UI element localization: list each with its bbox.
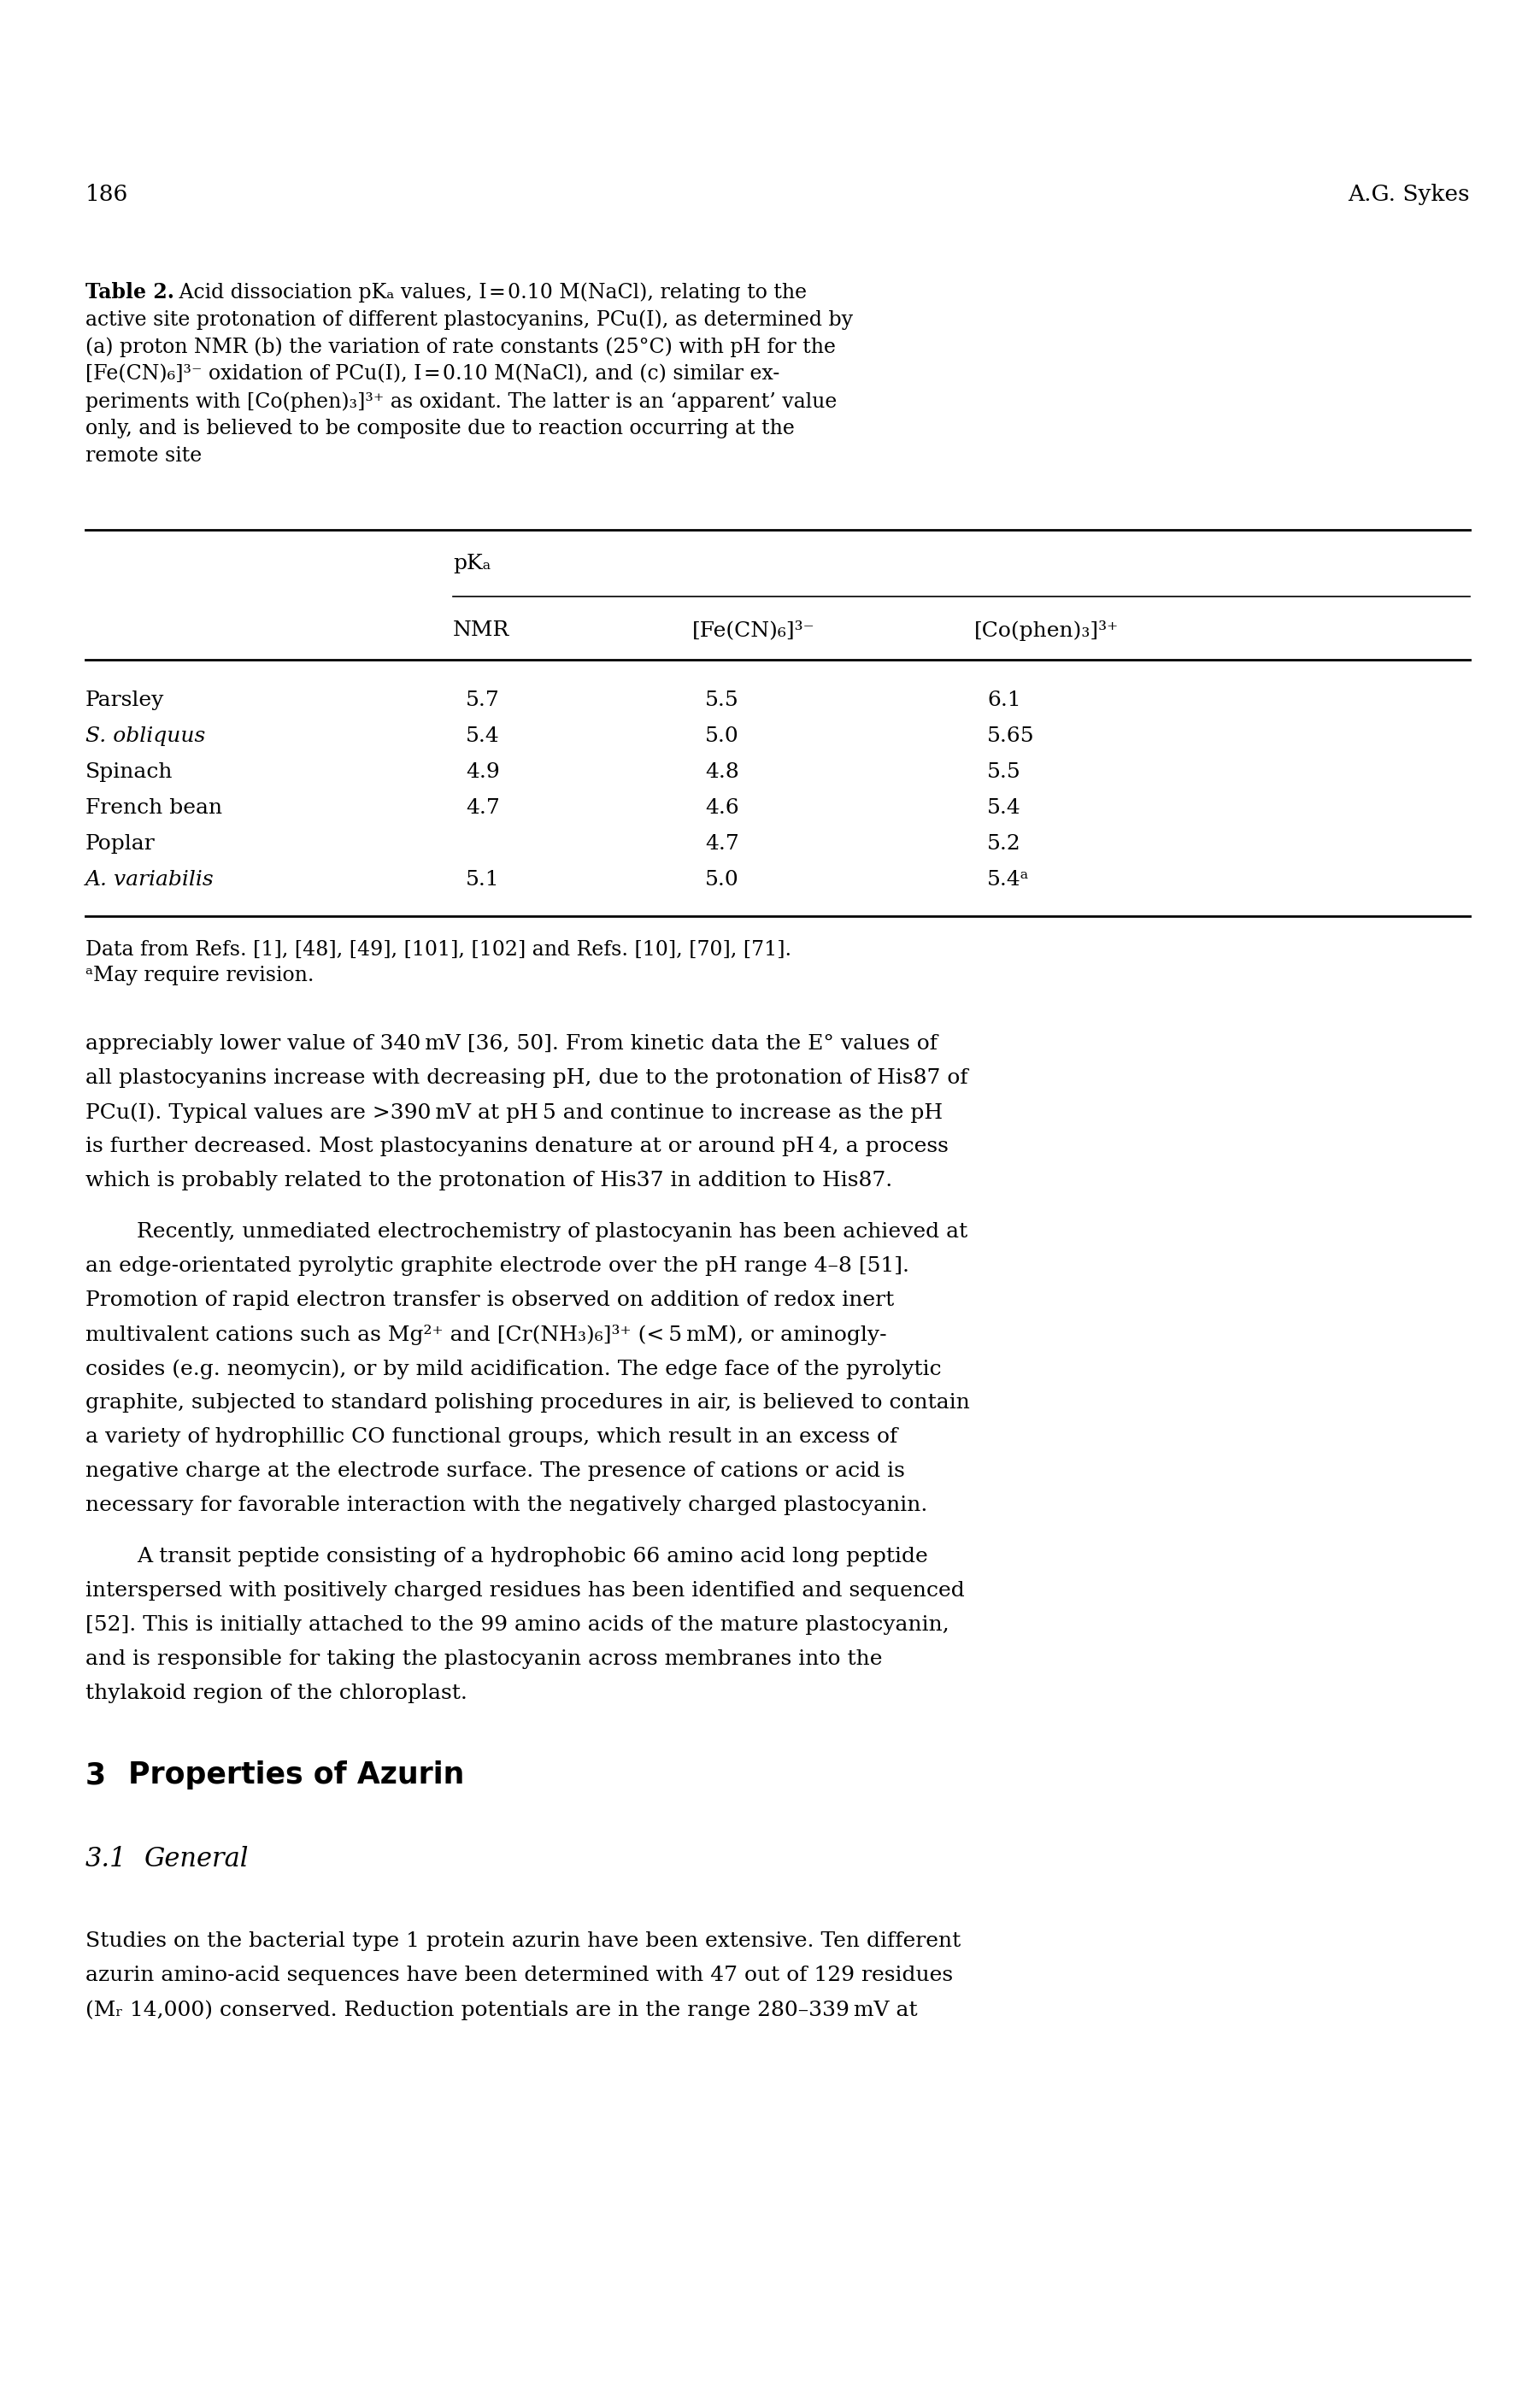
Text: General: General xyxy=(143,1847,248,1873)
Text: cosides (e.g. neomycin), or by mild acidification. The edge face of the pyrolyti: cosides (e.g. neomycin), or by mild acid… xyxy=(85,1358,941,1379)
Text: 6.1: 6.1 xyxy=(987,690,1021,711)
Text: an edge-orientated pyrolytic graphite electrode over the pH range 4–8 [51].: an edge-orientated pyrolytic graphite el… xyxy=(85,1257,909,1277)
Text: S. obliquus: S. obliquus xyxy=(85,725,205,747)
Text: remote site: remote site xyxy=(85,446,202,465)
Text: 5.65: 5.65 xyxy=(987,725,1035,747)
Text: PCu(I). Typical values are >390 mV at pH 5 and continue to increase as the pH: PCu(I). Typical values are >390 mV at pH… xyxy=(85,1102,942,1121)
Text: graphite, subjected to standard polishing procedures in air, is believed to cont: graphite, subjected to standard polishin… xyxy=(85,1393,970,1413)
Text: Poplar: Poplar xyxy=(85,835,156,854)
Text: periments with [Co(phen)₃]³⁺ as oxidant. The latter is an ‘apparent’ value: periments with [Co(phen)₃]³⁺ as oxidant.… xyxy=(85,391,836,410)
Text: and is responsible for taking the plastocyanin across membranes into the: and is responsible for taking the plasto… xyxy=(85,1649,882,1668)
Text: Spinach: Spinach xyxy=(85,761,172,783)
Text: pKₐ: pKₐ xyxy=(453,554,491,573)
Text: 5.5: 5.5 xyxy=(705,690,739,711)
Text: necessary for favorable interaction with the negatively charged plastocyanin.: necessary for favorable interaction with… xyxy=(85,1496,927,1515)
Text: negative charge at the electrode surface. The presence of cations or acid is: negative charge at the electrode surface… xyxy=(85,1460,906,1482)
Text: A. variabilis: A. variabilis xyxy=(85,871,214,890)
Text: 5.7: 5.7 xyxy=(465,690,500,711)
Text: 4.6: 4.6 xyxy=(705,799,739,818)
Text: A.G. Sykes: A.G. Sykes xyxy=(1348,184,1469,205)
Text: 5.1: 5.1 xyxy=(465,871,499,890)
Text: French bean: French bean xyxy=(85,799,222,818)
Text: [Fe(CN)₆]³⁻: [Fe(CN)₆]³⁻ xyxy=(693,620,815,639)
Text: 4.9: 4.9 xyxy=(465,761,500,783)
Text: only, and is believed to be composite due to reaction occurring at the: only, and is believed to be composite du… xyxy=(85,420,795,439)
Text: 5.0: 5.0 xyxy=(705,871,739,890)
Text: 3: 3 xyxy=(85,1761,106,1790)
Text: Parsley: Parsley xyxy=(85,690,165,711)
Text: all plastocyanins increase with decreasing pH, due to the protonation of His87 o: all plastocyanins increase with decreasi… xyxy=(85,1069,969,1088)
Text: 5.5: 5.5 xyxy=(987,761,1021,783)
Text: appreciably lower value of 340 mV [36, 50]. From kinetic data the E° values of: appreciably lower value of 340 mV [36, 5… xyxy=(85,1033,938,1055)
Text: ᵃMay require revision.: ᵃMay require revision. xyxy=(85,966,314,985)
Text: NMR: NMR xyxy=(453,620,510,639)
Text: Studies on the bacterial type 1 protein azurin have been extensive. Ten differen: Studies on the bacterial type 1 protein … xyxy=(85,1930,961,1952)
Text: 5.2: 5.2 xyxy=(987,835,1021,854)
Text: is further decreased. Most plastocyanins denature at or around pH 4, a process: is further decreased. Most plastocyanins… xyxy=(85,1136,949,1157)
Text: which is probably related to the protonation of His37 in addition to His87.: which is probably related to the protona… xyxy=(85,1172,892,1191)
Text: [Co(phen)₃]³⁺: [Co(phen)₃]³⁺ xyxy=(975,620,1120,642)
Text: A transit peptide consisting of a hydrophobic 66 amino acid long peptide: A transit peptide consisting of a hydrop… xyxy=(137,1546,929,1568)
Text: a variety of hydrophillic CO functional groups, which result in an excess of: a variety of hydrophillic CO functional … xyxy=(85,1427,898,1446)
Text: Properties of Azurin: Properties of Azurin xyxy=(128,1761,465,1790)
Text: 5.4: 5.4 xyxy=(987,799,1021,818)
Text: multivalent cations such as Mg²⁺ and [Cr(NH₃)₆]³⁺ (< 5 mM), or aminogly-: multivalent cations such as Mg²⁺ and [Cr… xyxy=(85,1324,887,1346)
Text: (Mᵣ 14,000) conserved. Reduction potentials are in the range 280–339 mV at: (Mᵣ 14,000) conserved. Reduction potenti… xyxy=(85,1999,918,2021)
Text: 4.7: 4.7 xyxy=(705,835,739,854)
Text: 186: 186 xyxy=(85,184,128,205)
Text: thylakoid region of the chloroplast.: thylakoid region of the chloroplast. xyxy=(85,1685,467,1704)
Text: Acid dissociation pKₐ values, I = 0.10 M(NaCl), relating to the: Acid dissociation pKₐ values, I = 0.10 M… xyxy=(172,282,807,303)
Text: (a) proton NMR (b) the variation of rate constants (25°C) with pH for the: (a) proton NMR (b) the variation of rate… xyxy=(85,336,836,358)
Text: 3.1: 3.1 xyxy=(85,1847,126,1873)
Text: [Fe(CN)₆]³⁻ oxidation of PCu(I), I = 0.10 M(NaCl), and (c) similar ex-: [Fe(CN)₆]³⁻ oxidation of PCu(I), I = 0.1… xyxy=(85,365,779,384)
Text: 5.4ᵃ: 5.4ᵃ xyxy=(987,871,1029,890)
Text: azurin amino-acid sequences have been determined with 47 out of 129 residues: azurin amino-acid sequences have been de… xyxy=(85,1966,953,1985)
Text: 5.0: 5.0 xyxy=(705,725,739,747)
Text: Promotion of rapid electron transfer is observed on addition of redox inert: Promotion of rapid electron transfer is … xyxy=(85,1291,895,1310)
Text: 4.7: 4.7 xyxy=(465,799,500,818)
Text: 5.4: 5.4 xyxy=(465,725,500,747)
Text: 4.8: 4.8 xyxy=(705,761,739,783)
Text: [52]. This is initially attached to the 99 amino acids of the mature plastocyani: [52]. This is initially attached to the … xyxy=(85,1615,949,1634)
Text: Table 2.: Table 2. xyxy=(85,282,174,303)
Text: active site protonation of different plastocyanins, PCu(I), as determined by: active site protonation of different pla… xyxy=(85,310,853,329)
Text: interspersed with positively charged residues has been identified and sequenced: interspersed with positively charged res… xyxy=(85,1582,964,1601)
Text: Recently, unmediated electrochemistry of plastocyanin has been achieved at: Recently, unmediated electrochemistry of… xyxy=(137,1222,967,1241)
Text: Data from Refs. [1], [48], [49], [101], [102] and Refs. [10], [70], [71].: Data from Refs. [1], [48], [49], [101], … xyxy=(85,940,792,959)
